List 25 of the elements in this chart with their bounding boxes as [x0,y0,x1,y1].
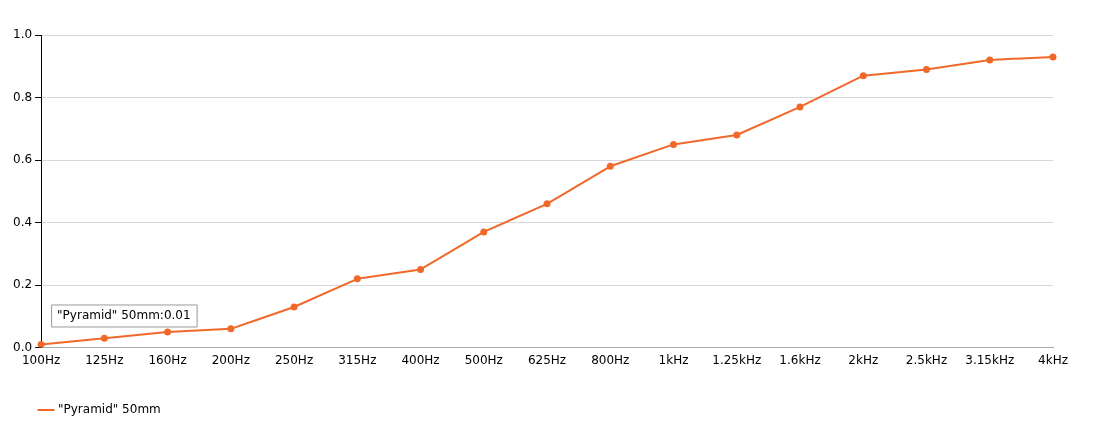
x-tick-label: 1.6kHz [779,352,821,367]
y-tick-label: 0.8 [12,89,33,104]
x-tick-label: 625Hz [527,352,567,367]
x-tick-label: 250Hz [274,352,314,367]
x-tick-label: 400Hz [401,352,440,367]
legend-label: "Pyramid" 50mm [58,402,161,417]
x-tick-label: 4kHz [1038,352,1068,367]
y-tick-label: 0.4 [12,214,33,229]
x-tick-label: 1kHz [658,352,689,367]
x-tick-label: 2.5kHz [905,352,948,367]
x-tick-label: 315Hz [338,352,377,367]
x-tick-label: 800Hz [591,352,630,367]
x-tick-label: 160Hz [148,352,187,367]
x-tick-label: 200Hz [211,352,250,367]
annotation: "Pyramid" 50mm:0.01 [57,307,191,322]
x-tick-label: 100Hz [21,352,61,367]
x-tick-label: 3.15kHz [965,352,1015,367]
y-tick-label: 0.6 [12,152,33,167]
x-tick-label: 125Hz [85,352,124,367]
x-tick-label: 2kHz [848,352,879,367]
x-tick-label: 1.25kHz [712,352,762,367]
y-tick-label: 1.0 [12,27,33,42]
y-tick-label: 0.0 [12,339,33,354]
x-tick-label: 500Hz [464,352,503,367]
y-tick-label: 0.2 [12,277,33,292]
